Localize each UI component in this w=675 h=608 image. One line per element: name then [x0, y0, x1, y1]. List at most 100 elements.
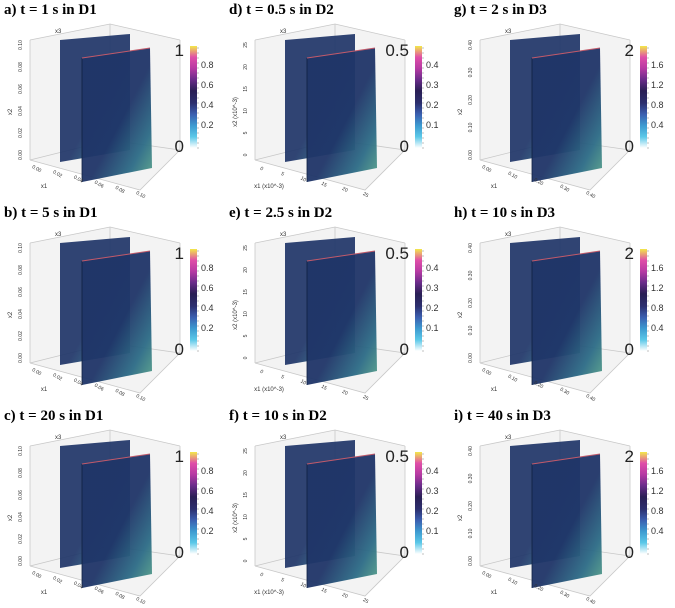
- slice-plane-front: [532, 454, 602, 588]
- x2-tick-label: 0.30: [468, 67, 474, 77]
- axis-label-x2: x2: [458, 311, 464, 318]
- x2-tick-label: 5: [243, 131, 249, 134]
- colorbar-min-label: 0: [400, 137, 409, 156]
- x2-tick-label: 0.10: [18, 40, 24, 50]
- x1-tick-label: 15: [320, 384, 328, 392]
- colorbar: 2 0 1.6 1.2 0.8 0.4: [625, 447, 664, 562]
- x2-tick-label: 0.00: [468, 556, 474, 566]
- x2-tick-label: 0.04: [18, 106, 24, 116]
- x1-tick-label: 0.30: [559, 387, 571, 397]
- x1-tick-label: 0.10: [135, 393, 147, 403]
- axis-label-x2: x2 (x10^-3): [233, 97, 239, 127]
- colorbar-min-label: 0: [175, 137, 184, 156]
- colorbar-tick-label: 0.6: [201, 283, 214, 293]
- x1-tick-label: 0.06: [93, 586, 105, 596]
- slice-top-edge: [531, 250, 601, 262]
- x1-tick-label: 0.02: [52, 372, 64, 382]
- slice-plane-front: [307, 454, 377, 588]
- colorbar-tick-label: 0.2: [201, 323, 214, 333]
- colorbar-min-label: 0: [400, 543, 409, 562]
- axis-label-x3: x3: [55, 29, 62, 35]
- x1-tick-label: 20: [341, 389, 349, 397]
- slice-top-edge: [81, 47, 151, 59]
- panel-figure: 1 0 0.8 0.6 0.4 0.2 x3 x2 x1 0.10 0.08 0.06 0.04 0.02…: [8, 429, 214, 606]
- slice-plane-front: [307, 48, 377, 182]
- slice-plane-front: [532, 48, 602, 182]
- colorbar-min-label: 0: [625, 543, 634, 562]
- slice-plane-front: [82, 251, 152, 385]
- x1-tick-label: 0.40: [585, 393, 597, 403]
- axis-label-x3: x3: [55, 232, 62, 238]
- slice-plane-front: [82, 454, 152, 588]
- colorbar-min-label: 0: [625, 137, 634, 156]
- axis-label-x1: x1: [491, 387, 498, 393]
- x1-tick-label: 0.08: [114, 591, 126, 601]
- x1-tick-label: 0.10: [507, 171, 519, 181]
- colorbar-tick-label: 0.3: [426, 283, 439, 293]
- panel-i: 2 0 1.6 1.2 0.8 0.4 x3 x2 x1 0.40 0.30 0.20 0.10 0.00…: [450, 406, 675, 608]
- x2-tick-label: 0.02: [18, 331, 24, 341]
- slice-plane-front: [82, 48, 152, 182]
- x2-tick-label: 0.20: [468, 298, 474, 308]
- x1-tick-label: 0.04: [72, 175, 84, 185]
- x2-tick-label: 0.40: [468, 446, 474, 456]
- x1-tick-label: 0.06: [93, 180, 105, 190]
- panel-title: c) t = 20 s in D1: [4, 408, 104, 424]
- panel-e: 0.5 0 0.4 0.3 0.2 0.1 x3 x2 (x10^-3) x1 (x10^-3)…: [225, 203, 450, 405]
- colorbar-max-label: 1: [175, 244, 184, 263]
- x1-tick-label: 25: [362, 191, 370, 199]
- x1-tick-label: 0.20: [533, 583, 545, 593]
- x1-tick-label: 0.10: [507, 577, 519, 587]
- x1-tick-label: 0.02: [52, 169, 64, 179]
- x1-tick-label: 5: [280, 171, 286, 178]
- axis-label-x3: x3: [55, 435, 62, 441]
- panel-figure: 2 0 1.6 1.2 0.8 0.4 x3 x2 x1 0.40 0.30 0.20 0.10 0.00…: [458, 23, 664, 200]
- colorbar-tick-label: 0.4: [201, 100, 214, 110]
- axis-label-x3: x3: [280, 232, 287, 238]
- colorbar-scale: [640, 46, 647, 148]
- x2-tick-label: 0: [243, 559, 249, 562]
- colorbar-tick-label: 0.3: [426, 80, 439, 90]
- x1-tick-label: 0.20: [533, 380, 545, 390]
- slice-top-edge: [81, 453, 151, 465]
- colorbar-tick-label: 0.4: [426, 60, 439, 70]
- x2-tick-label: 0.30: [468, 270, 474, 280]
- colorbar-max-label: 1: [175, 447, 184, 466]
- colorbar-tick-label: 1.6: [651, 263, 664, 273]
- colorbar-tick-label: 0.8: [651, 100, 664, 110]
- x2-tick-label: 0.00: [468, 150, 474, 160]
- axis-label-x3: x3: [505, 435, 512, 441]
- panel-figure: 0.5 0 0.4 0.3 0.2 0.1 x3 x2 (x10^-3) x1 (x10^-3)…: [233, 226, 439, 402]
- panel-figure: 2 0 1.6 1.2 0.8 0.4 x3 x2 x1 0.40 0.30 0.20 0.10 0.00…: [458, 226, 664, 403]
- slice-top-edge: [306, 250, 376, 262]
- x2-tick-label: 15: [243, 86, 249, 92]
- x1-tick-label: 10: [299, 176, 307, 184]
- panel-figure: 0.5 0 0.4 0.3 0.2 0.1 x3 x2 (x10^-3) x1 (x10^-3)…: [233, 23, 439, 199]
- panel-title: i) t = 40 s in D3: [454, 408, 551, 424]
- axis-label-x1: x1 (x10^-3): [254, 387, 284, 393]
- axis-label-x3: x3: [505, 232, 512, 238]
- x1-tick-label: 0.30: [559, 184, 571, 194]
- slice-top-edge: [81, 250, 151, 262]
- x2-tick-label: 10: [243, 514, 249, 520]
- colorbar: 0.5 0 0.4 0.3 0.2 0.1: [385, 447, 438, 562]
- x1-tick-label: 0.30: [559, 590, 571, 600]
- colorbar: 0.5 0 0.4 0.3 0.2 0.1: [385, 41, 438, 156]
- x2-tick-label: 0.10: [18, 446, 24, 456]
- x1-tick-label: 0.00: [481, 367, 493, 377]
- axis-label-x2: x2 (x10^-3): [233, 300, 239, 330]
- colorbar-tick-label: 0.4: [426, 263, 439, 273]
- colorbar: 0.5 0 0.4 0.3 0.2 0.1: [385, 244, 438, 359]
- axis-label-x1: x1 (x10^-3): [254, 184, 284, 190]
- x2-tick-label: 0.40: [468, 40, 474, 50]
- axis-label-x2: x2: [8, 108, 14, 115]
- x1-tick-label: 10: [299, 582, 307, 590]
- x2-tick-label: 0.08: [18, 468, 24, 478]
- colorbar-tick-label: 0.6: [201, 80, 214, 90]
- colorbar-tick-label: 0.1: [426, 323, 439, 333]
- x2-tick-label: 0.20: [468, 95, 474, 105]
- x1-tick-label: 0.04: [72, 581, 84, 591]
- x1-tick-label: 0.08: [114, 388, 126, 398]
- colorbar-tick-label: 0.4: [426, 466, 439, 476]
- panel-title: f) t = 10 s in D2: [229, 408, 327, 424]
